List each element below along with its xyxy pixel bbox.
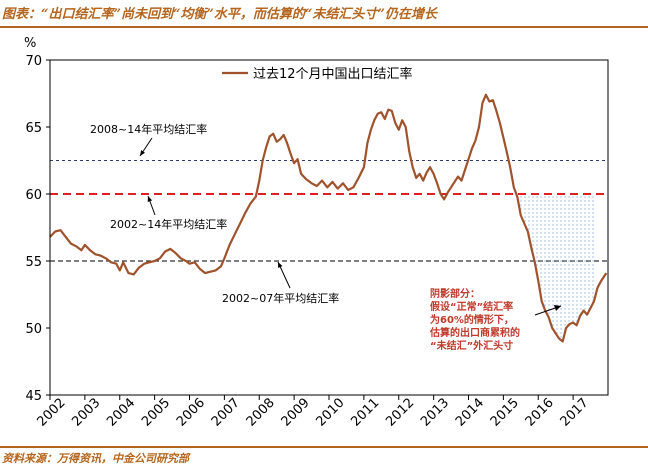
annotation-arrow-head — [147, 196, 153, 202]
series-group — [49, 93, 608, 343]
reference-lines — [50, 160, 608, 262]
footer-divider — [0, 446, 648, 448]
reference-line-label: 2002~14年平均结汇率 — [110, 217, 227, 231]
x-tick-label: 2008 — [244, 396, 278, 430]
x-tick-label: 2016 — [523, 396, 557, 430]
legend-label: 过去12个月中国出口结汇率 — [253, 66, 413, 82]
x-tick-label: 2004 — [104, 396, 138, 430]
y-tick-label: 55 — [25, 255, 42, 270]
x-tick-label: 2006 — [174, 396, 208, 430]
x-tick-label: 2012 — [383, 396, 417, 430]
shaded-area — [517, 194, 595, 342]
y-axis-ticks: 45 50 55 60 65 70 — [25, 54, 50, 404]
x-tick-label: 2010 — [314, 396, 348, 430]
page-title: 图表：“出口结汇率”尚未回到“均衡”水平，而估算的“未结汇头寸”仍在增长 — [2, 7, 437, 22]
x-tick-label: 2003 — [69, 396, 103, 430]
series-line — [49, 93, 608, 343]
line-chart: % 45 50 55 60 65 70 2002 2003 2004 2005 2006 2007 2… — [24, 36, 609, 430]
y-tick-label: 50 — [25, 322, 42, 337]
x-tick-label: 2007 — [209, 396, 243, 430]
annotation-arrow-head — [140, 150, 146, 156]
legend: 过去12个月中国出口结汇率 — [222, 66, 413, 82]
y-tick-label: 70 — [25, 54, 42, 69]
shaded-region-note-line: 阴影部分： — [430, 287, 480, 300]
x-tick-label: 2009 — [279, 396, 313, 430]
source-note: 资料来源：万得资讯，中金公司研究部 — [2, 452, 189, 465]
annotations: 2008~14年平均结汇率 2002~14年平均结汇率 2002~07年平均结汇率 阴… — [90, 122, 562, 352]
shaded-region — [517, 194, 595, 342]
reference-line-label: 2002~07年平均结汇率 — [222, 291, 339, 305]
shaded-note-arrow-head — [554, 305, 561, 311]
y-tick-label: 65 — [25, 121, 42, 136]
y-tick-label: 45 — [25, 389, 42, 404]
y-tick-label: 60 — [25, 188, 42, 203]
shaded-region-note-line: 估算的出口商累积的 — [429, 326, 520, 339]
title-divider — [0, 26, 648, 28]
x-tick-label: 2005 — [139, 396, 173, 430]
annotation-arrow-head — [278, 262, 283, 268]
x-tick-label: 2015 — [488, 396, 522, 430]
x-tick-label: 2011 — [348, 396, 382, 430]
y-axis-label: % — [24, 36, 36, 51]
x-tick-label: 2017 — [558, 396, 592, 430]
x-tick-label: 2014 — [453, 396, 487, 430]
x-axis-ticks: 2002 2003 2004 2005 2006 2007 2008 2009 2010 2011… — [35, 395, 592, 430]
x-tick-label: 2013 — [418, 396, 452, 430]
shaded-region-note-line: 为60%的情形下， — [430, 313, 514, 326]
shaded-region-note-line: 假设“正常”结汇率 — [430, 300, 513, 313]
shaded-region-note-line: “未结汇”外汇头寸 — [430, 339, 513, 352]
reference-line-label: 2008~14年平均结汇率 — [90, 122, 207, 136]
